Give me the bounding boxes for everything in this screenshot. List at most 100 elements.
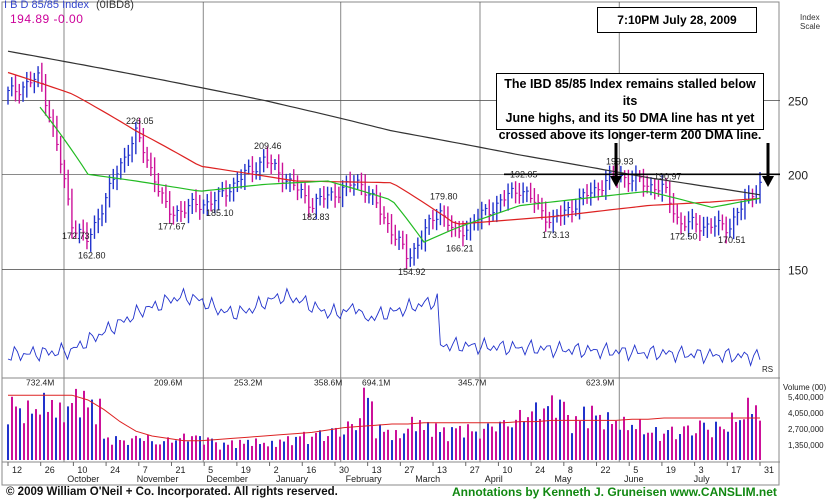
- month-label: February: [346, 474, 383, 484]
- volume-bar: [411, 416, 413, 460]
- moving-averages: [7, 50, 780, 243]
- volume-value-label: 358.6M: [314, 378, 342, 388]
- volume-bar: [223, 442, 225, 460]
- volume-bar: [671, 426, 673, 460]
- volume-bar: [759, 420, 761, 460]
- volume-bar: [247, 439, 249, 460]
- volume-bar: [379, 424, 381, 460]
- annotation-box: The IBD 85/85 Index remains stalled belo…: [496, 73, 764, 142]
- volume-bar: [207, 437, 209, 460]
- volume-bar: [511, 427, 513, 460]
- annotation-line-3: crossed above its longer-term 200 DMA li…: [498, 128, 762, 142]
- volume-bar: [347, 421, 349, 460]
- volume-bar: [11, 396, 13, 460]
- volume-bar: [407, 428, 409, 460]
- y-tick-label: 200: [788, 168, 808, 182]
- x-tick-label: 22: [601, 465, 611, 475]
- volume-bar: [151, 441, 153, 460]
- volume-bar: [679, 434, 681, 460]
- volume-bar: [751, 414, 753, 460]
- volume-bar: [315, 432, 317, 460]
- volume-bar: [367, 397, 369, 460]
- volume-bar: [287, 436, 289, 460]
- volume-bar: [735, 421, 737, 460]
- volume-bar: [27, 400, 29, 460]
- x-tick-label: 19: [241, 465, 251, 475]
- volume-bar: [15, 406, 17, 460]
- ma200-line: [7, 50, 761, 196]
- volume-bar: [719, 426, 721, 460]
- volume-bar: [643, 434, 645, 460]
- volume-bar: [731, 412, 733, 460]
- volume-bar: [603, 429, 605, 460]
- volume-bar: [371, 401, 373, 460]
- x-tick-label: 13: [437, 465, 447, 475]
- index-symbol: (0IBD8): [96, 0, 134, 11]
- volume-bar: [615, 420, 617, 460]
- x-tick-label: 24: [110, 465, 120, 475]
- volume-bar: [91, 399, 93, 460]
- volume-bar: [651, 432, 653, 460]
- volume-bar: [263, 442, 265, 460]
- volume-bar: [471, 431, 473, 460]
- volume-bar: [159, 444, 161, 460]
- volume-bar: [667, 430, 669, 460]
- copyright: © 2009 William O'Neil + Co. Incorporated…: [6, 486, 338, 498]
- volume-bar: [59, 402, 61, 460]
- price-value-label: 199.93: [606, 156, 634, 166]
- volume-bar: [175, 440, 177, 460]
- volume-bar: [607, 412, 609, 460]
- volume-bar: [343, 434, 345, 460]
- volume-tick-label: 1,350,000: [788, 441, 824, 450]
- volume-bar: [591, 405, 593, 460]
- volume-bar: [63, 422, 65, 460]
- volume-bar: [543, 408, 545, 460]
- x-tick-label: 5: [208, 465, 213, 475]
- month-label: April: [485, 474, 503, 484]
- volume-bar: [139, 438, 141, 460]
- volume-bar: [703, 422, 705, 460]
- price-value-label: 209.46: [254, 141, 282, 151]
- x-tick-label: 5: [633, 465, 638, 475]
- index-name: I B D 85/85 Index: [4, 0, 89, 11]
- volume-bar: [571, 433, 573, 460]
- volume-tick-label: 2,700,000: [788, 425, 824, 434]
- volume-bar: [351, 424, 353, 460]
- price-value-label: 185.10: [206, 208, 234, 218]
- volume-bar: [107, 437, 109, 460]
- volume-bar: [235, 448, 237, 460]
- volume-bar: [455, 428, 457, 460]
- volume-bar: [683, 426, 685, 460]
- volume-bar: [79, 417, 81, 460]
- volume-bar: [387, 429, 389, 460]
- month-label: March: [415, 474, 440, 484]
- annotation-line-2: June highs, and its 50 DMA line has nt y…: [505, 111, 755, 125]
- volume-bar: [307, 444, 309, 460]
- volume-bar: [375, 438, 377, 460]
- y-tick-label: 150: [788, 264, 808, 278]
- volume-ma-line: [8, 394, 760, 442]
- price-value-label: 162.80: [78, 250, 106, 260]
- volume-bar: [239, 439, 241, 460]
- volume-value-label: 732.4M: [26, 378, 54, 388]
- volume-value-label: 253.2M: [234, 378, 262, 388]
- volume-bar: [335, 427, 337, 460]
- month-label: June: [624, 474, 644, 484]
- x-tick-label: 30: [339, 465, 349, 475]
- x-tick-label: 24: [535, 465, 545, 475]
- volume-bar: [71, 403, 73, 460]
- price-value-label: 179.80: [430, 192, 458, 202]
- volume-bar: [255, 438, 257, 460]
- volume-bar: [259, 444, 261, 460]
- volume-bar: [39, 414, 41, 460]
- month-label: July: [694, 474, 711, 484]
- volume-bar: [463, 437, 465, 460]
- volume-bar: [711, 437, 713, 460]
- volume-bar: [499, 421, 501, 460]
- volume-bar: [575, 416, 577, 460]
- volume-bar: [491, 426, 493, 460]
- volume-bar: [531, 411, 533, 460]
- volume-bar: [327, 436, 329, 460]
- month-label: May: [554, 474, 572, 484]
- volume-value-label: 694.1M: [362, 378, 390, 388]
